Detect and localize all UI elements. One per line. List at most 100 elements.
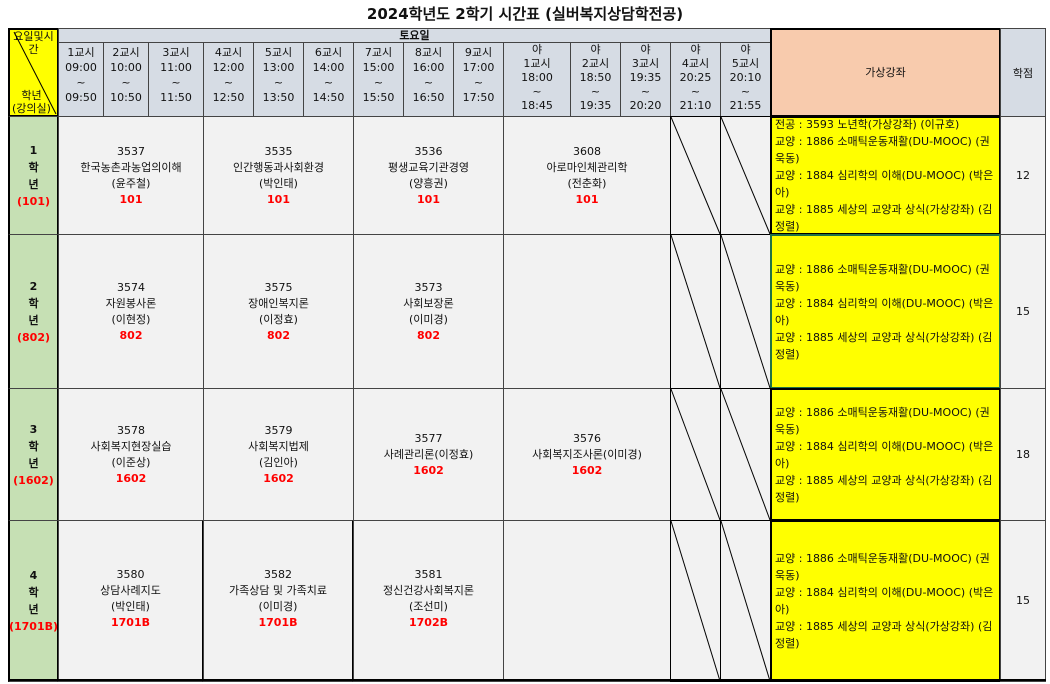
period-start: 20:25	[679, 71, 712, 84]
period-name: 8교시	[414, 46, 443, 59]
course-code: 3536	[414, 144, 443, 158]
course-code: 3582	[264, 568, 292, 581]
course-room: 1602	[413, 463, 444, 477]
course-professor: (이미경)	[409, 312, 448, 326]
period-end: 20:20	[629, 99, 662, 112]
period-end: 10:50	[110, 91, 142, 104]
empty-night-cell	[670, 388, 721, 521]
period-tilde: ~	[690, 85, 701, 98]
period-tilde: ~	[323, 76, 334, 89]
period-start: 20:10	[729, 71, 762, 84]
period-header: 8교시 16:00 ~16:50	[403, 42, 454, 117]
period-name: 5교시	[731, 57, 760, 70]
course-professor: (박인태)	[259, 176, 298, 190]
course-code: 3581	[414, 568, 443, 581]
course-room: 101	[575, 192, 599, 206]
course-room: 1602	[263, 471, 294, 485]
course-professor: (박인태)	[111, 600, 150, 613]
course-cell-3575: 3575 장애인복지론 (이정효) 802	[203, 234, 354, 389]
grade-cell: 3 학 년 (1602)	[8, 388, 59, 521]
course-code: 3537	[117, 144, 145, 158]
course-room: 1701B	[111, 616, 150, 629]
course-professor: (이현정)	[111, 312, 151, 326]
period-header: 4교시 12:00 ~12:50	[203, 42, 254, 117]
corner-header: 요일및시간 학년 (강의실)	[8, 28, 59, 117]
course-name: 정신건강사회복지론	[382, 584, 475, 597]
credit-cell: 12	[1000, 116, 1046, 235]
period-name: 1교시	[67, 46, 95, 59]
corner-bottom: 학년 (강의실)	[12, 89, 51, 115]
period-tilde: ~	[273, 76, 284, 89]
period-start: 18:50	[579, 71, 612, 84]
course-cell-3573: 3573 사회보장론 (이미경) 802	[353, 234, 504, 389]
period-header: 2교시 10:00 ~10:50	[103, 42, 149, 117]
period-tilde: ~	[473, 76, 484, 89]
period-name: 5교시	[264, 46, 293, 59]
course-code: 3578	[117, 423, 145, 437]
period-header: 야 2교시 18:50 ~19:35	[570, 42, 621, 117]
virtual-course-item: 교양 : 1885 세상의 교양과 상식(가상강좌) (김정렬)	[775, 203, 993, 233]
course-code: 3576	[573, 431, 601, 445]
course-room: 802	[417, 328, 440, 342]
table-bottom-border	[8, 679, 1046, 681]
course-name: 한국농촌과농업의이해	[80, 160, 182, 174]
corner-room-label: (강의실)	[12, 102, 51, 115]
virtual-course-cell: 교양 : 1886 소매틱운동재활(DU-MOOC) (권욱동) 교양 : 188…	[770, 234, 1001, 389]
period-end: 12:50	[212, 91, 245, 104]
course-code: 3579	[264, 423, 293, 437]
period-tilde: ~	[373, 76, 384, 89]
course-professor: (조선미)	[409, 600, 448, 613]
period-end: 21:55	[729, 99, 762, 112]
virtual-course-item: 교양 : 1886 소매틱운동재활(DU-MOOC) (권욱동)	[775, 262, 990, 293]
period-end: 13:50	[262, 91, 295, 104]
course-name: 아로마인체관리학	[546, 160, 628, 174]
course-name: 인간행동과사회환경	[232, 160, 325, 174]
day-label: 토요일	[399, 29, 430, 42]
course-cell-3608: 3608 아로마인체관리학 (전춘화) 101	[503, 116, 671, 235]
period-name: 9교시	[464, 46, 493, 59]
virtual-header-label: 가상강좌	[865, 65, 906, 79]
grade-room: (101)	[16, 194, 51, 208]
course-name: 사례관리론(이정효)	[383, 447, 474, 461]
virtual-course-cell: 전공 : 3593 노년학(가상강좌) (이규호) 교양 : 1886 소매틱운동…	[770, 116, 1001, 235]
empty-night-cell	[670, 234, 721, 389]
credit-value: 18	[1016, 447, 1030, 461]
period-end: 19:35	[579, 99, 612, 112]
course-cell-3535: 3535 인간행동과사회환경 (박인태) 101	[203, 116, 354, 235]
period-start: 16:00	[412, 61, 445, 74]
course-name: 사회복지조사론(이미경)	[532, 447, 642, 461]
period-tilde: ~	[640, 85, 651, 98]
virtual-course-item: 교양 : 1884 심리학의 이해(DU-MOOC) (박은아)	[775, 296, 994, 327]
grade-room: (1701B)	[8, 620, 59, 633]
course-room: 802	[267, 328, 290, 342]
period-header: 9교시 17:00 ~17:50	[453, 42, 504, 117]
course-cell-3537: 3537 한국농촌과농업의이해 (윤주철) 101	[58, 116, 204, 235]
grade-number: 1	[29, 143, 38, 157]
credit-value: 12	[1016, 168, 1030, 182]
period-tilde: ~	[532, 85, 542, 98]
course-cell-3579: 3579 사회복지법제 (김인아) 1602	[203, 388, 354, 521]
empty-night-cell	[720, 116, 771, 235]
grade-cell: 4 학 년 (1701B)	[8, 520, 59, 682]
period-name: 1교시	[523, 57, 551, 70]
grade-cell: 1 학 년 (101)	[8, 116, 59, 235]
period-end: 21:10	[679, 99, 712, 112]
period-start: 09:00	[65, 61, 97, 74]
grade-hak: 학	[28, 160, 39, 174]
course-room: 1702B	[409, 616, 448, 629]
grade-hak: 학	[28, 439, 39, 453]
period-end: 17:50	[462, 91, 495, 104]
night-prefix: 야	[531, 43, 543, 56]
night-prefix: 야	[640, 43, 651, 56]
period-end: 14:50	[312, 91, 345, 104]
period-name: 2교시	[112, 46, 140, 59]
virtual-course-item: 교양 : 1885 세상의 교양과 상식(가상강좌) (김정렬)	[775, 620, 993, 650]
course-cell-3580: 3580 상담사례지도 (박인태) 1701B	[58, 520, 204, 682]
empty-night-cell	[720, 520, 771, 682]
period-start: 13:00	[262, 61, 295, 74]
period-start: 10:00	[110, 61, 142, 74]
course-professor: (윤주철)	[111, 176, 151, 190]
course-cell-3578: 3578 사회복지현장실습 (이준상) 1602	[58, 388, 204, 521]
grade-nyeon: 년	[28, 177, 39, 191]
period-header: 야 1교시 18:00 ~18:45	[503, 42, 571, 117]
